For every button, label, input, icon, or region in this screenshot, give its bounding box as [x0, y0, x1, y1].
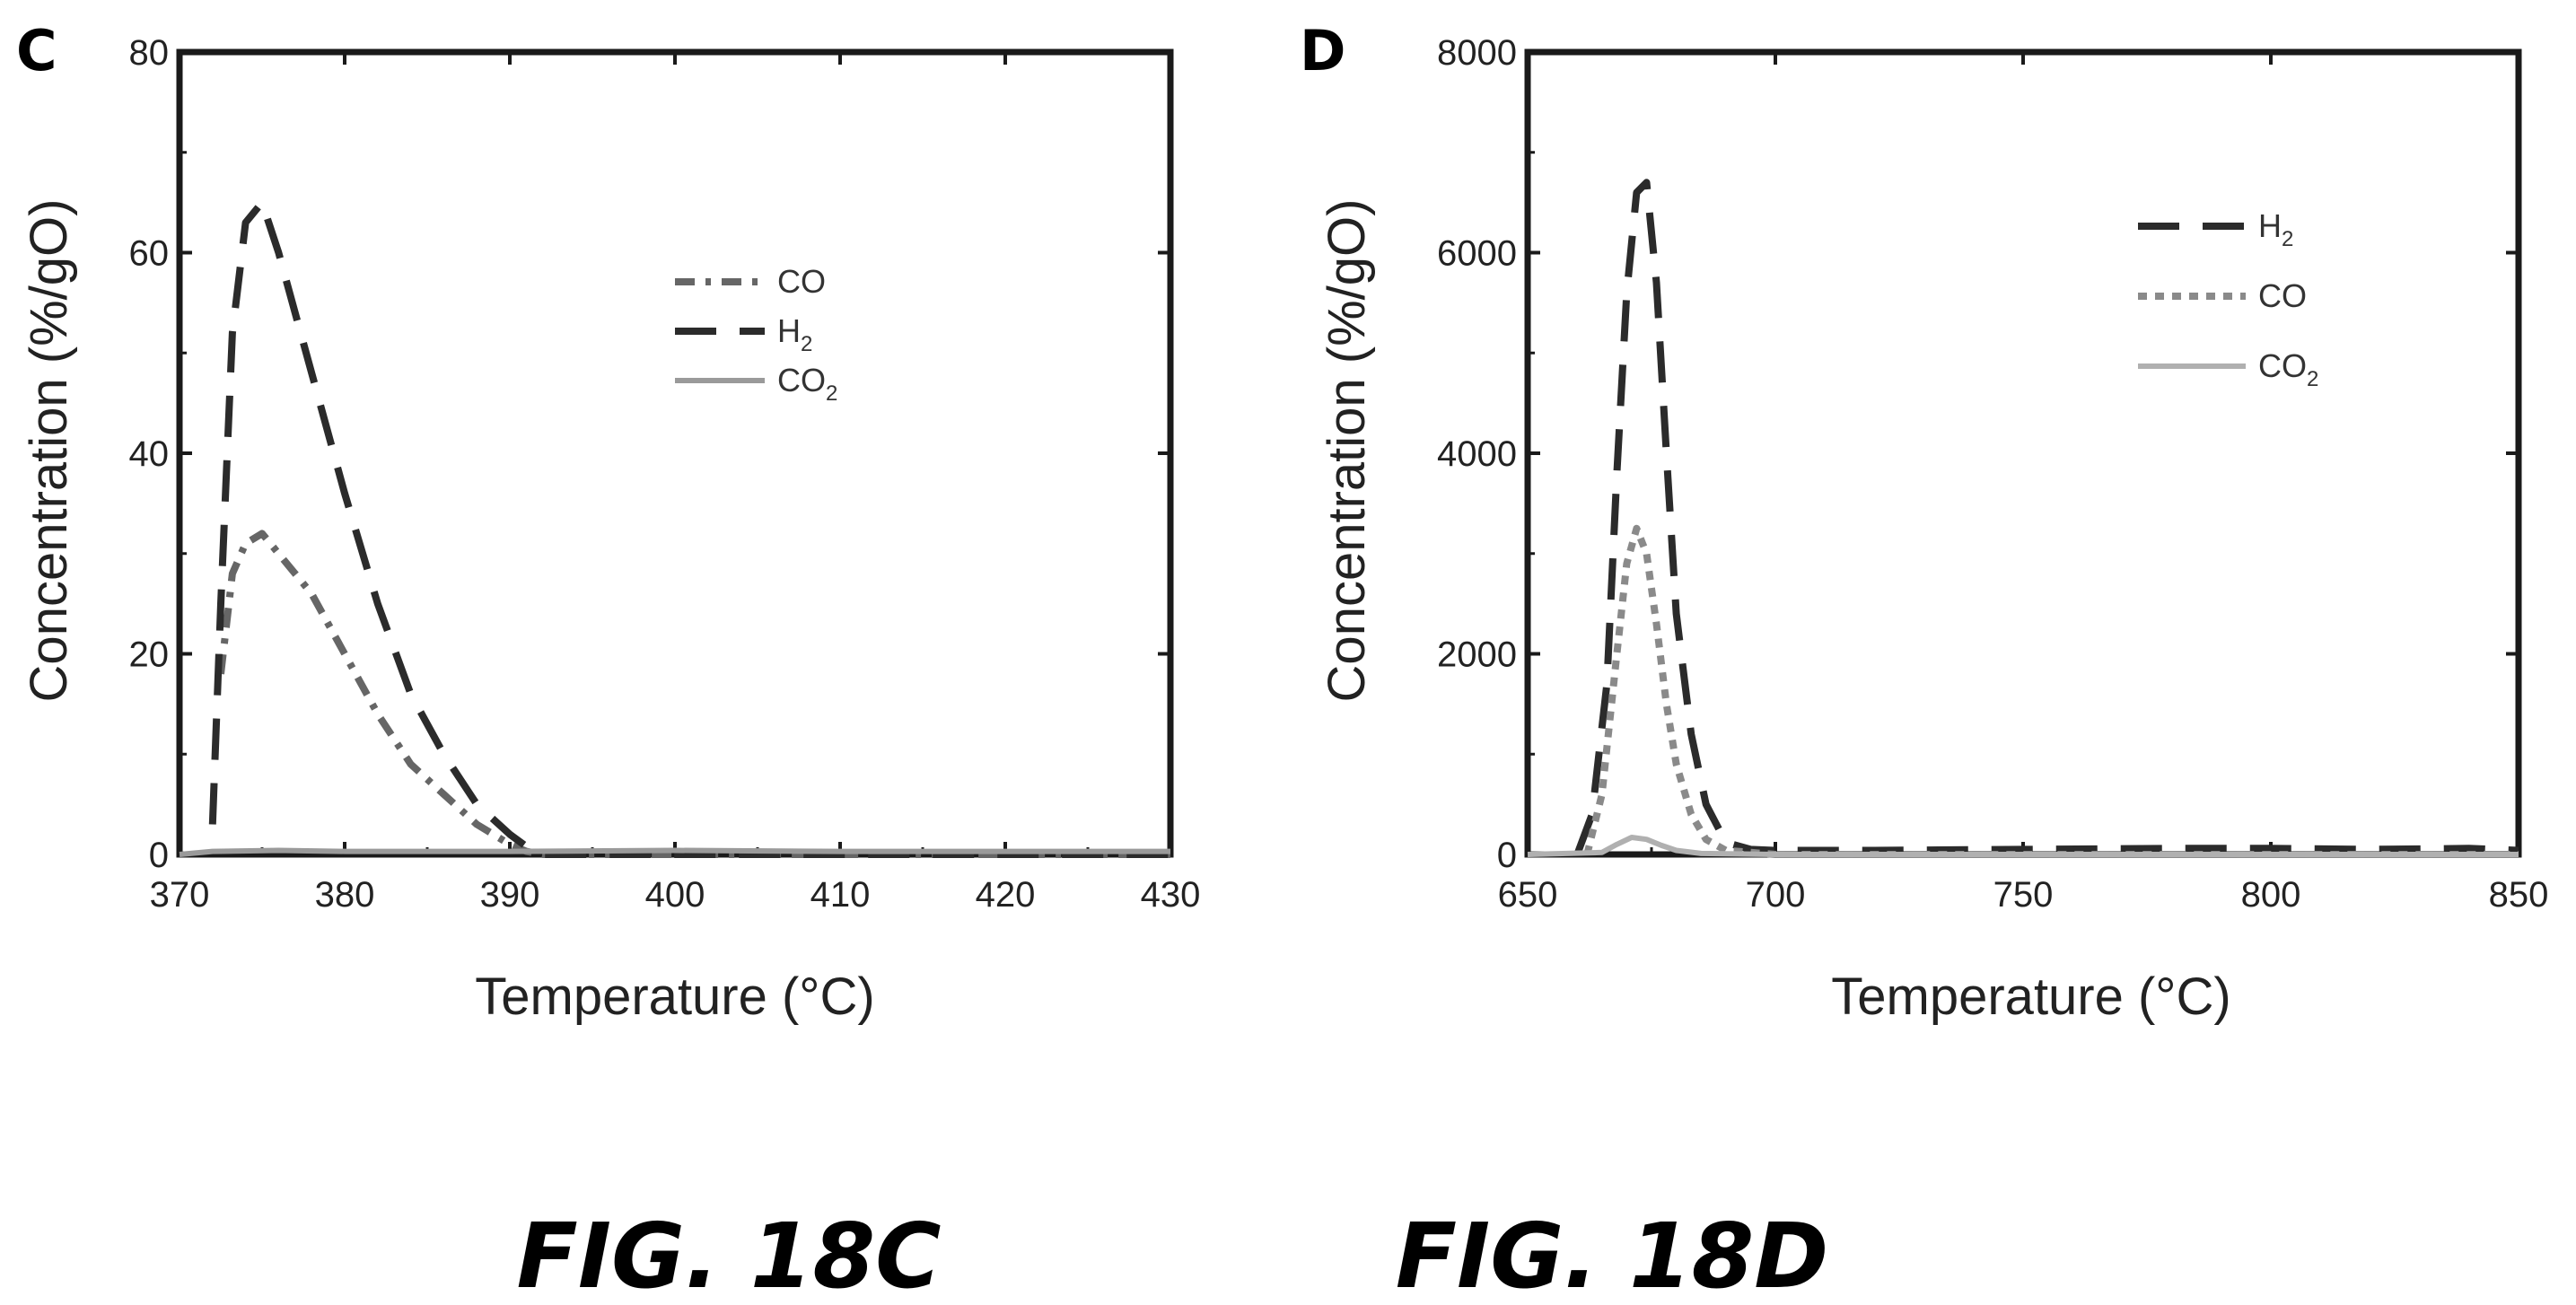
panel-d-y-tick-label: 0: [1497, 836, 1517, 875]
panel-c-legend-label-co-text: CO: [777, 263, 826, 300]
panel-d-y-tick-label: 8000: [1437, 33, 1517, 73]
panel-c-legend-label-h2-subscript: 2: [801, 332, 812, 356]
panel-c-series-co2-line: [179, 847, 1170, 857]
panel-d-series-co-line: [1583, 524, 2519, 858]
panel-d-y-axis-title: Concentration (%/gO): [1318, 199, 1376, 703]
panel-d-legend-label-h2: H2: [2258, 207, 2293, 251]
panel-c-legend-label-co2: CO2: [777, 362, 837, 406]
panel-d-series-co2-line: [1527, 835, 2519, 857]
panel-d-legend-label-h2-text: H: [2258, 207, 2282, 244]
panel-c-x-axis-title-text: Temperature (°C): [475, 968, 874, 1026]
panel-c: C 370 380 390 400 410 420 430020406080COH2CO2 …: [16, 18, 1200, 1305]
panel-d-x-tick-label: 800: [2241, 875, 2301, 915]
caption-fig-18c: FIG. 18C: [517, 1204, 942, 1305]
panel-letter-d: D: [1300, 18, 1345, 83]
panel-d-legend-label-co2-subscript: 2: [2307, 367, 2318, 391]
panel-c-y-tick-label: 0: [149, 836, 169, 875]
panel-c-x-tick-label: 370: [150, 875, 210, 915]
panel-d-y-tick-label: 2000: [1437, 635, 1517, 675]
panel-c-y-axis-title-text: Concentration (%/gO): [20, 199, 78, 703]
panel-c-legend-label-h2-text: H: [777, 312, 801, 349]
panel-d-x-tick-label: 650: [1498, 875, 1558, 915]
panel-d-y-axis-title-text: Concentration (%/gO): [1318, 199, 1376, 703]
panel-c-series-co-line: [217, 530, 1170, 858]
panel-d-y-tick-label: 4000: [1437, 434, 1517, 474]
panel-c-y-tick-label: 20: [129, 635, 170, 675]
caption-fig-18d: FIG. 18D: [1396, 1204, 1829, 1305]
panel-c-x-tick-label: 400: [645, 875, 705, 915]
panel-c-x-tick-label: 390: [480, 875, 540, 915]
panel-d-legend-label-co: CO: [2258, 277, 2307, 314]
panel-c-x-tick-label: 410: [810, 875, 871, 915]
panel-d-legend-label-co-text: CO: [2258, 277, 2307, 314]
panel-c-legend-label-co: CO: [777, 263, 826, 300]
panel-c-legend-label-h2: H2: [777, 312, 812, 356]
panel-c-x-tick-label: 420: [976, 875, 1036, 915]
panel-d-legend-label-co2-text: CO: [2258, 347, 2307, 384]
panel-letter-c: C: [16, 18, 57, 83]
panel-d-legend-label-h2-subscript: 2: [2282, 227, 2293, 251]
panel-d-y-tick-label: 6000: [1437, 234, 1517, 274]
panel-c-y-axis-title: Concentration (%/gO): [20, 199, 78, 703]
panel-c-x-tick-label: 430: [1141, 875, 1201, 915]
panel-c-y-tick-label: 80: [129, 33, 170, 73]
panel-d-legend-label-co2: CO2: [2258, 347, 2318, 391]
panel-d-x-tick-label: 700: [1746, 875, 1806, 915]
panel-c-x-axis-title: Temperature (°C): [475, 968, 874, 1026]
panel-d: D 650 700 750 800 85002000400060008000H2COCO…: [1300, 18, 2548, 1305]
panel-d-x-tick-label: 750: [1993, 875, 2054, 915]
panel-d-x-axis-title: Temperature (°C): [1831, 968, 2230, 1026]
panel-c-y-tick-label: 60: [129, 234, 170, 274]
panel-d-x-axis-title-text: Temperature (°C): [1831, 968, 2230, 1026]
panel-d-series-h2-line: [1573, 179, 2519, 856]
panel-c-x-tick-label: 380: [315, 875, 375, 915]
panel-c-legend-label-co2-text: CO: [777, 362, 826, 399]
panel-c-legend-label-co2-subscript: 2: [826, 381, 837, 406]
panel-d-x-tick-label: 850: [2489, 875, 2549, 915]
panel-c-y-tick-label: 40: [129, 434, 170, 474]
panel-c-series-h2-line: [208, 198, 1170, 858]
